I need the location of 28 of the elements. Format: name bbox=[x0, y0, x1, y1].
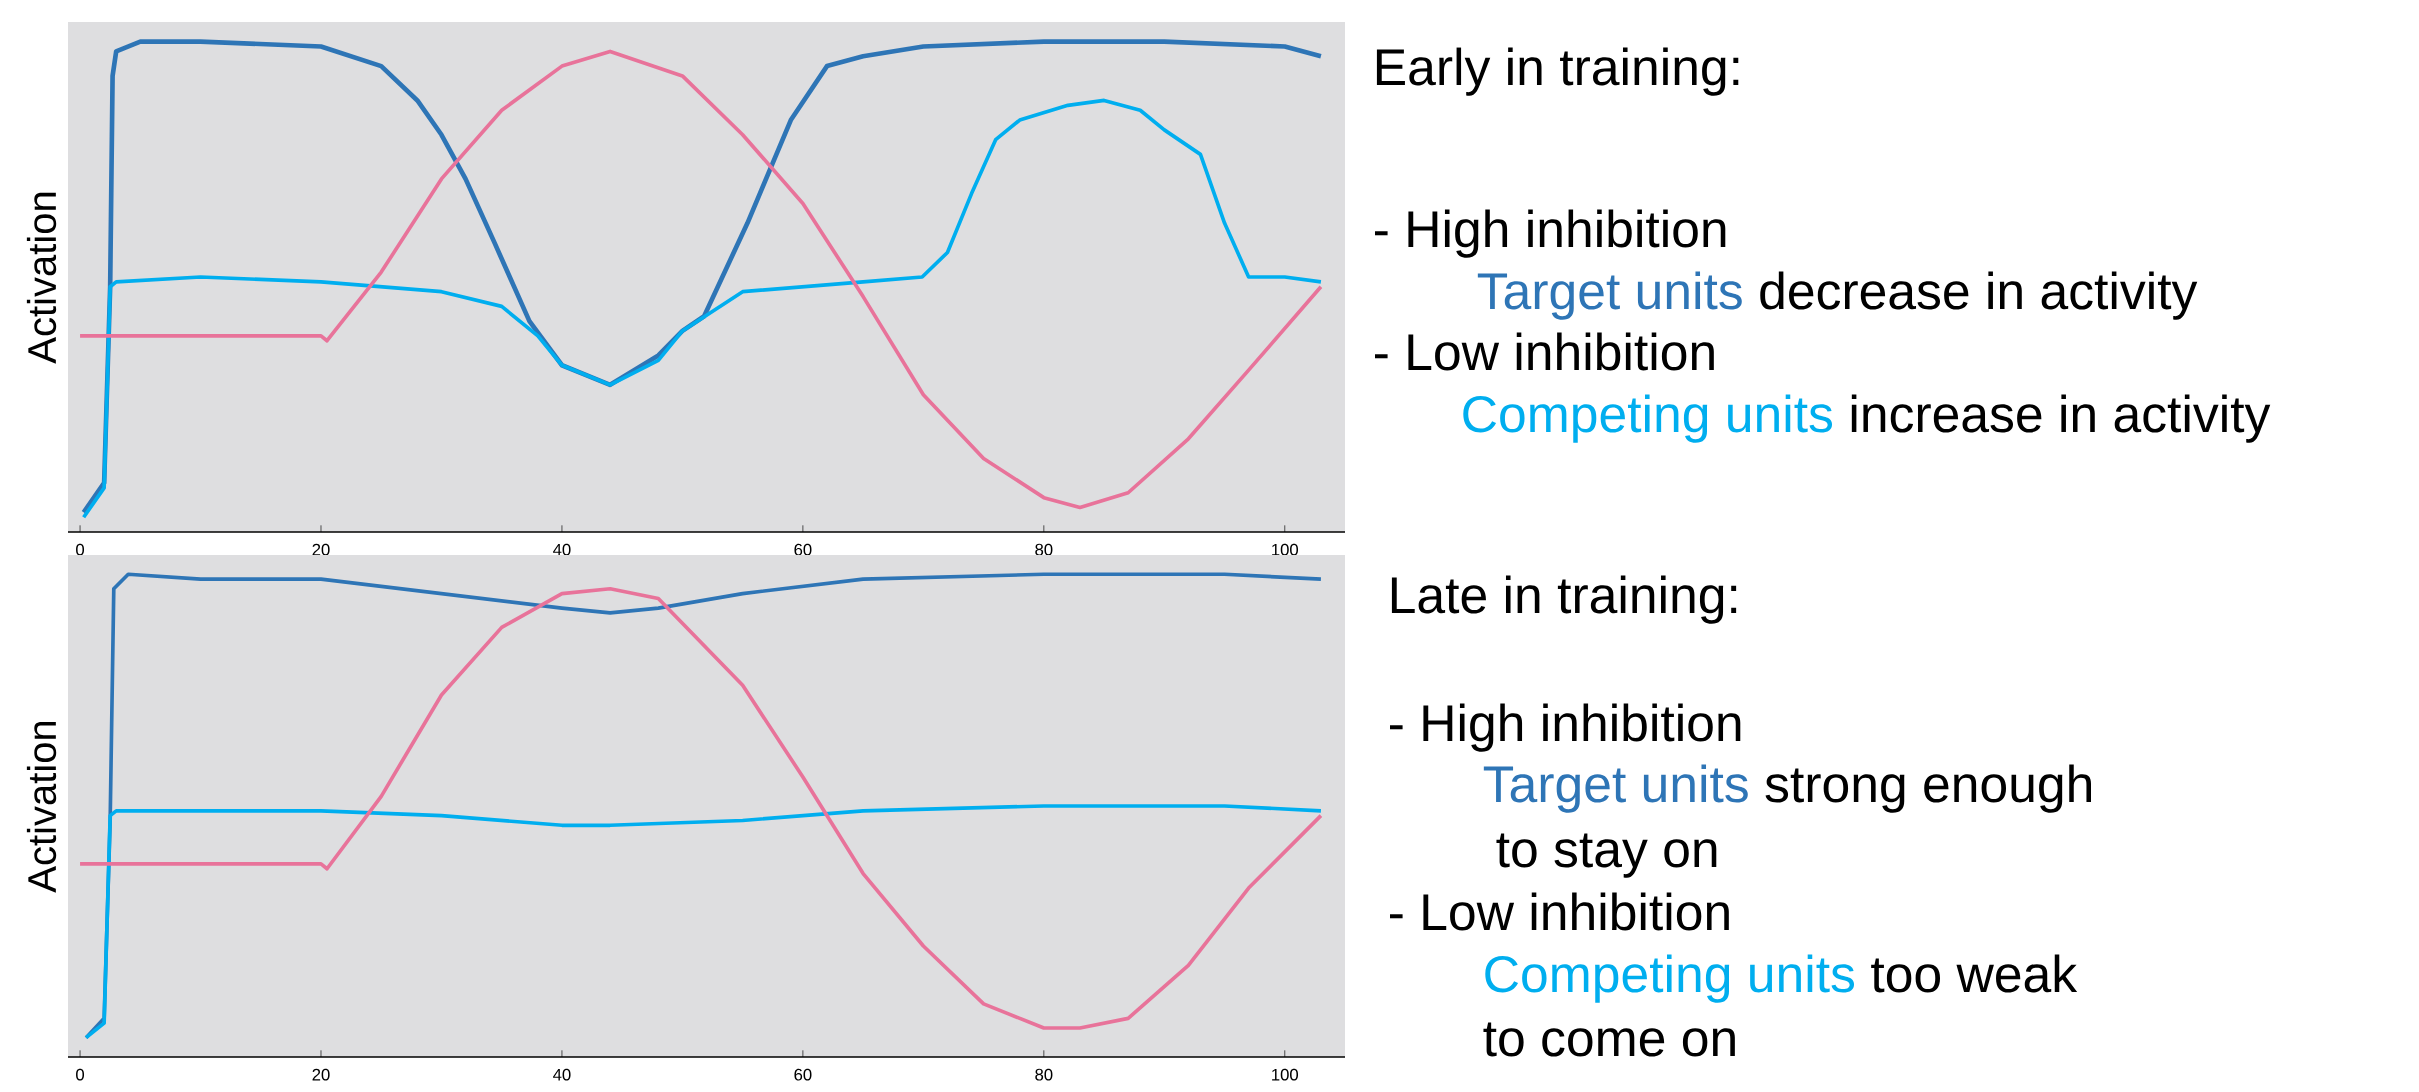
text: Competing units bbox=[1463, 394, 1833, 443]
text: Competing units bbox=[1485, 954, 1855, 1003]
text: increase in activity bbox=[1851, 394, 2271, 443]
x-tick-label: 80 bbox=[1035, 543, 1053, 556]
y-axis-title: Activation bbox=[26, 722, 57, 893]
text: too weak bbox=[1871, 954, 2078, 993]
text: Target units bbox=[1483, 764, 1748, 813]
text: to come on bbox=[1483, 1022, 1735, 1057]
x-tick-label: 100 bbox=[1272, 1068, 1299, 1081]
x-tick-label: 40 bbox=[553, 1068, 571, 1081]
text: - High inhibition bbox=[1374, 209, 1726, 258]
x-tick-label: 60 bbox=[794, 543, 812, 556]
text: Early in training: bbox=[1376, 47, 1739, 96]
text: strong enough bbox=[1765, 764, 2091, 813]
text: - Low inhibition bbox=[1389, 892, 1729, 931]
text: Late in training: bbox=[1391, 575, 1737, 624]
x-tick-label: 0 bbox=[76, 543, 85, 556]
text: - High inhibition bbox=[1389, 703, 1741, 752]
x-tick-label: 20 bbox=[312, 1068, 330, 1081]
x-tick-label: 0 bbox=[76, 1068, 85, 1081]
x-tick-label: 60 bbox=[794, 1068, 812, 1081]
y-axis-title: Activation bbox=[26, 193, 57, 364]
text: - Low inhibition bbox=[1374, 332, 1714, 371]
text: decrease in activity bbox=[1760, 271, 2198, 320]
text: Target units bbox=[1477, 271, 1742, 320]
text: to stay on bbox=[1496, 833, 1717, 878]
x-tick-label: 80 bbox=[1035, 1068, 1053, 1081]
x-tick-label: 40 bbox=[553, 543, 571, 556]
